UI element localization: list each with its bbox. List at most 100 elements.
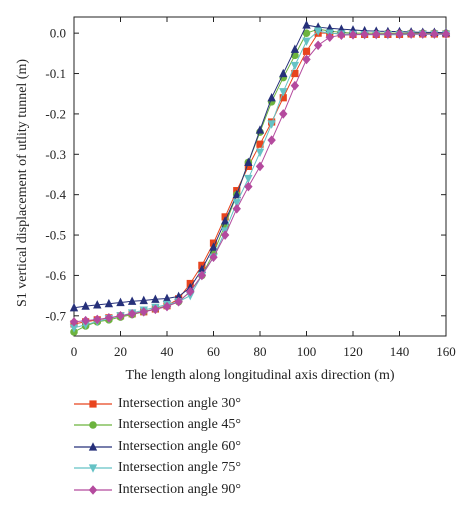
data-point	[430, 29, 439, 39]
series-layer	[69, 20, 451, 336]
data-point	[267, 92, 276, 102]
data-point	[127, 308, 137, 319]
series-line	[73, 30, 446, 329]
y-tick-label: -0.3	[45, 147, 66, 162]
y-tick-label: -0.5	[45, 228, 66, 243]
data-point	[255, 148, 265, 158]
data-point	[162, 293, 172, 303]
data-point	[302, 37, 311, 47]
legend-label: Intersection angle 30°	[118, 395, 241, 411]
legend-label: Intersection angle 75°	[118, 460, 241, 476]
data-point	[325, 32, 334, 42]
x-tick-label: 100	[297, 344, 317, 359]
legend-symbol	[74, 464, 112, 474]
series-line	[73, 33, 446, 323]
data-point	[232, 189, 241, 199]
legend-label: Intersection angle 90°	[118, 481, 241, 497]
data-point	[93, 314, 102, 325]
data-point	[151, 294, 160, 303]
legend-marker	[89, 400, 97, 408]
data-point	[256, 140, 264, 148]
data-point	[174, 291, 183, 301]
data-point	[279, 88, 288, 97]
x-axis-label: The length along longitudinal axis direc…	[125, 368, 394, 383]
legend-item: Intersection angle 30°	[74, 393, 241, 415]
series-2	[70, 25, 450, 336]
data-point	[313, 40, 323, 51]
series-line	[73, 32, 446, 325]
data-point	[418, 29, 427, 39]
x-tick-label: 60	[207, 344, 220, 359]
legend-label: Intersection angle 45°	[118, 417, 241, 433]
data-point	[337, 30, 346, 40]
data-point	[291, 69, 299, 78]
data-point	[348, 29, 358, 40]
data-point	[302, 20, 311, 29]
data-point	[441, 29, 451, 39]
data-point	[244, 162, 252, 171]
y-tick-label: -0.6	[45, 268, 66, 283]
data-point	[279, 94, 287, 102]
data-point	[104, 313, 114, 323]
data-point	[244, 174, 253, 184]
x-tick-label: 0	[71, 344, 78, 359]
y-axis-label: S1 vertical displacement of utlity tunne…	[15, 59, 30, 307]
data-point	[279, 109, 288, 119]
legend-marker	[88, 441, 98, 451]
data-point	[302, 54, 311, 65]
legend-label: Intersection angle 60°	[118, 438, 241, 454]
plot-frame	[73, 16, 447, 337]
data-point	[313, 27, 323, 36]
data-point	[197, 270, 207, 281]
x-tick-label: 120	[343, 344, 363, 359]
data-point	[174, 296, 183, 307]
x-tick-label: 160	[436, 344, 456, 359]
data-point	[395, 29, 404, 39]
data-point	[162, 301, 172, 312]
data-point	[267, 135, 276, 145]
y-tick-label: -0.1	[45, 66, 66, 81]
legend-marker	[89, 421, 97, 430]
data-point	[372, 29, 381, 40]
data-point	[232, 199, 241, 208]
x-tick-label: 40	[161, 344, 174, 359]
axes: 0 20 40 60 80 100 120 140 160 0.0 -0.1 -0.2 -0.3 -0.4…	[45, 16, 456, 359]
data-point	[302, 47, 311, 55]
data-point	[302, 29, 311, 37]
data-point	[290, 44, 300, 53]
data-point	[406, 29, 416, 39]
legend-marker	[88, 484, 98, 495]
data-point	[81, 301, 90, 310]
series-line	[73, 28, 446, 333]
data-point	[255, 125, 265, 134]
y-tick-label: -0.2	[45, 106, 66, 121]
data-point	[69, 324, 79, 333]
y-tick-label: -0.4	[45, 187, 66, 202]
legend-item: Intersection angle 90°	[74, 479, 241, 501]
data-point	[209, 252, 218, 263]
y-tick-label: -0.7	[45, 308, 66, 323]
data-point	[151, 304, 160, 315]
data-point	[383, 29, 393, 39]
data-point	[220, 216, 230, 225]
legend-symbol	[74, 421, 112, 430]
legend-symbol	[74, 400, 112, 408]
series-5	[69, 29, 451, 327]
data-point	[279, 68, 288, 78]
data-point	[255, 161, 265, 172]
data-point	[244, 181, 253, 192]
x-tick-label: 20	[114, 344, 127, 359]
y-tick-label: 0.0	[50, 26, 66, 41]
data-point	[69, 302, 79, 312]
data-point	[186, 286, 195, 297]
data-point	[290, 61, 300, 71]
data-point	[360, 29, 369, 40]
data-point	[116, 297, 125, 307]
data-point	[139, 295, 148, 305]
legend: Intersection angle 30° Intersection angle…	[74, 393, 241, 501]
data-point	[127, 296, 137, 305]
data-point	[220, 230, 230, 240]
data-point	[209, 242, 218, 251]
x-tick-label: 140	[390, 344, 410, 359]
